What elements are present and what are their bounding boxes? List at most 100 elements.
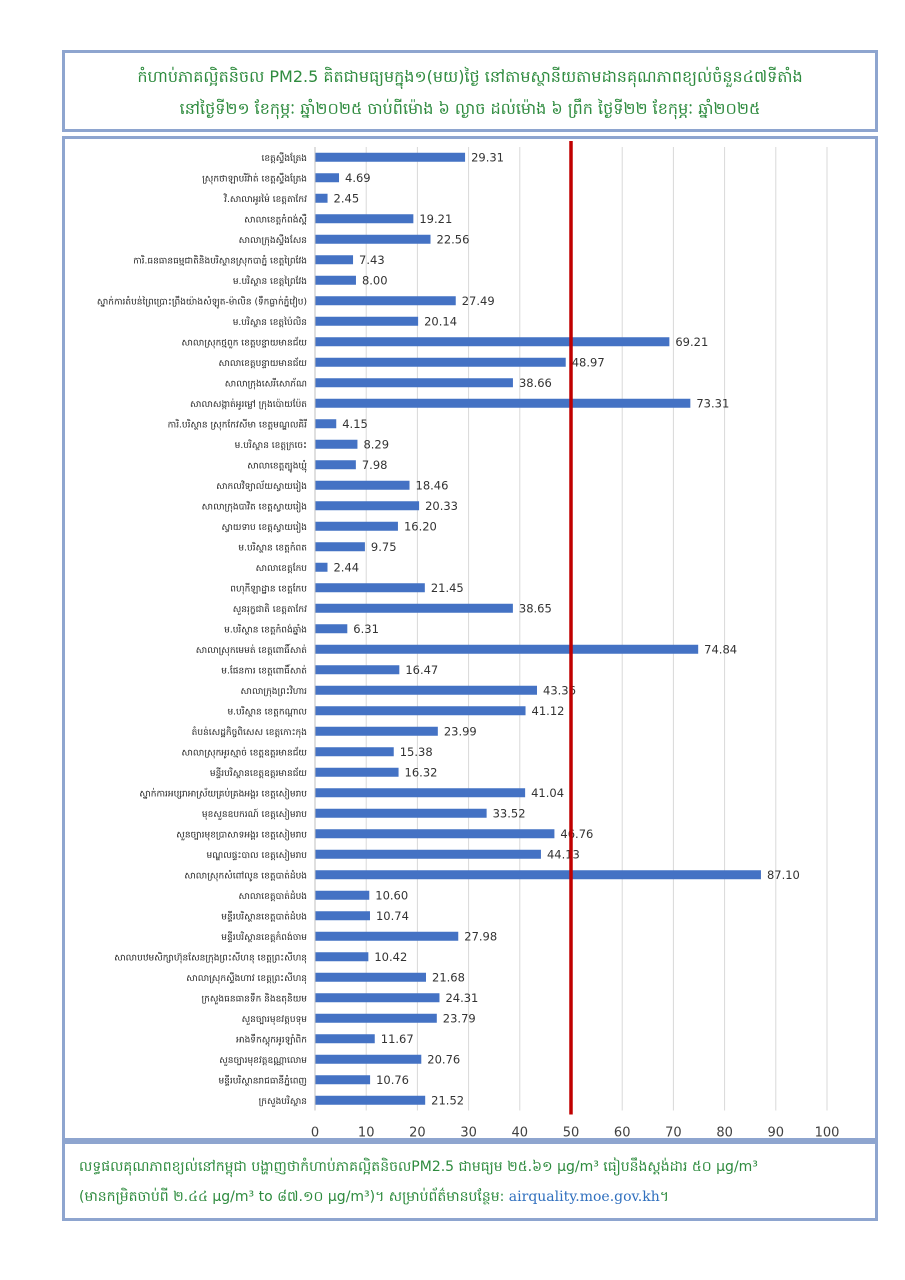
bar	[315, 644, 699, 654]
bar	[315, 173, 340, 183]
category-label: ម.បរិស្ថាន ខេត្តកណ្តាល	[227, 705, 307, 717]
category-label: ស្នាក់ការអប្សរាអាស្រ័យគ្រប់គ្រងអង្គរ ខេត…	[139, 787, 307, 799]
value-label: 20.14	[424, 314, 457, 328]
category-label: សួនច្បារមុខវត្តឧណ្ណាលោម	[219, 1056, 307, 1066]
bar	[315, 603, 513, 613]
summary-line-2: (មានកម្រិតចាប់ពី ២.៤៤ µg/m³ to ៨៧.១០ µg/…	[79, 1182, 861, 1212]
x-tick-label: 80	[716, 1126, 733, 1139]
value-label: 24.31	[445, 991, 478, 1005]
category-label: សាលាខេត្តកែប	[256, 562, 308, 574]
category-label: សាលាក្រុងស្ទឹងសែន	[239, 234, 307, 246]
value-label: 21.68	[432, 970, 465, 984]
value-label: 16.47	[405, 663, 438, 677]
chart-panel: 0 10 20 30 40 50 60 70 80 90 100 ខេត្តស្ទឹងត្រែង 29.…	[62, 136, 878, 1141]
bar	[315, 849, 541, 859]
value-label: 33.52	[493, 806, 526, 820]
category-label: វិ.សាលាអូរម៉ៃ ខេត្តតាកែវ	[223, 193, 307, 205]
bar	[315, 152, 466, 162]
bar	[315, 1095, 426, 1105]
value-label: 41.12	[532, 704, 565, 718]
value-label: 16.20	[404, 519, 437, 533]
value-label: 41.04	[531, 786, 564, 800]
chart-title-line-1: កំហាប់ភាគល្អិតនិចល PM2.5 គិតជាមធ្យមក្នុង…	[137, 67, 803, 86]
value-label: 87.10	[767, 868, 800, 882]
value-label: 10.42	[374, 950, 407, 964]
chart-title-line-2: នៅថ្ងៃទី២១ ខែកុម្ភៈ ឆ្នាំ២០២៥ ចាប់ពីម៉ោង…	[179, 99, 761, 118]
summary-panel: លទ្ធផលគុណភាពខ្យល់នៅកម្ពុជា បង្ហាញថាកំហាប…	[62, 1141, 878, 1221]
value-label: 16.32	[405, 765, 438, 779]
category-label: ក្រសួងបរិស្ថាន	[259, 1095, 307, 1107]
category-label: ការិ.បរិស្ថាន ស្រុកកែវសីមា ខេត្តមណ្ឌលគិរ…	[168, 418, 308, 430]
bar	[315, 1054, 422, 1064]
x-tick-label: 10	[358, 1126, 375, 1139]
x-tick-label: 20	[409, 1126, 426, 1139]
category-label: សួនច្បារមុខវត្តបទុម	[242, 1015, 308, 1025]
website-link[interactable]: airquality.moe.gov.kh	[508, 1189, 660, 1205]
bar	[315, 1075, 371, 1085]
bar	[315, 255, 354, 265]
value-label: 38.65	[519, 601, 552, 615]
value-label: 7.98	[362, 458, 388, 472]
value-label: 27.49	[462, 294, 495, 308]
category-label: មុខសួនឧបករណ៍ ខេត្តសៀមរាប	[202, 808, 307, 820]
category-label: ស្រុកថាឡាបរិវ៉ាត់ ខេត្តស្ទឹងត្រែង	[202, 172, 307, 184]
x-tick-label: 70	[665, 1126, 682, 1139]
x-tick-label: 50	[563, 1126, 580, 1139]
category-label: ម.ផែនការ ខេត្តពោធិ៍សាត់	[221, 663, 307, 676]
bar	[315, 316, 419, 326]
bar	[315, 767, 399, 777]
category-label: សួនច្បារមុខប្រាសាទអង្គរ ខេត្តសៀមរាប	[176, 828, 307, 840]
value-label: 23.79	[443, 1011, 476, 1025]
value-label: 20.76	[427, 1052, 460, 1066]
x-tick-label: 30	[460, 1126, 477, 1139]
bar	[315, 972, 427, 982]
bar	[315, 562, 328, 572]
category-label: ខេត្តស្ទឹងត្រែង	[261, 152, 307, 164]
value-label: 46.76	[560, 827, 593, 841]
value-label: 38.66	[519, 376, 552, 390]
value-label: 15.38	[400, 745, 433, 759]
bar	[315, 870, 761, 880]
category-label: មន្ទីរបរិស្ថានខេត្តបាត់ដំបង	[221, 910, 307, 922]
value-label: 2.45	[334, 191, 360, 205]
category-label: ក្រសួងធនធានទឹក និងឧតុនិយម	[201, 992, 307, 1004]
bar	[315, 1034, 375, 1044]
category-label: សាលាក្រុងព្រះវិហារ	[241, 685, 308, 697]
category-label: តំបន់សេដ្ឋកិច្ចពិសេស ខេត្តកោះកុង	[192, 726, 307, 738]
x-tick-label: 100	[815, 1126, 840, 1139]
category-label: សាលាខេត្តកំពង់ស្ពឺ	[244, 213, 307, 225]
value-label: 9.75	[371, 540, 397, 554]
bar	[315, 275, 356, 285]
value-label: 10.60	[375, 888, 408, 902]
category-label: ម.បរិស្ថាន ខេត្តកំពត	[238, 541, 307, 553]
value-label: 8.00	[362, 273, 388, 287]
summary-line-2-end: ។	[659, 1189, 669, 1205]
category-label: មន្ទីរបរិស្ថានរាជធានីភ្នំពេញ	[218, 1074, 307, 1086]
category-label: សាលាខេត្តត្បូងឃ្មុំ	[247, 459, 307, 472]
bar	[315, 747, 394, 757]
bar	[315, 890, 370, 900]
bar	[315, 1013, 437, 1023]
value-label: 22.56	[437, 232, 470, 246]
bar	[315, 685, 538, 695]
bar	[315, 624, 348, 634]
value-label: 7.43	[359, 253, 385, 267]
bar	[315, 378, 513, 388]
category-label: ស្នាក់ការតំបន់ព្រៃប្រោះព្រឹងយ៉ាងសំឡូត-ម៉…	[97, 295, 307, 308]
category-label: សាលាខេត្តបាត់ដំបង	[238, 890, 307, 902]
value-label: 48.97	[572, 355, 605, 369]
bar	[315, 398, 691, 408]
value-label: 27.98	[464, 929, 497, 943]
summary-line-2-text: (មានកម្រិតចាប់ពី ២.៤៤ µg/m³ to ៨៧.១០ µg/…	[79, 1189, 505, 1205]
bar	[315, 788, 526, 798]
bar	[315, 726, 438, 736]
bar	[315, 480, 410, 490]
bar	[315, 419, 337, 429]
category-label: ការិ.ធនធានធម្មជាតិនិងបរិស្ថានស្រុកបាភ្នំ…	[133, 254, 307, 266]
bar	[315, 808, 487, 818]
x-tick-label: 60	[614, 1126, 631, 1139]
value-label: 23.99	[444, 724, 477, 738]
bar	[315, 521, 398, 531]
bar	[315, 993, 440, 1003]
category-label: សាលាសង្កាត់អូរម្លៅ ក្រុងប៉ោយប៉ែត	[190, 398, 307, 410]
